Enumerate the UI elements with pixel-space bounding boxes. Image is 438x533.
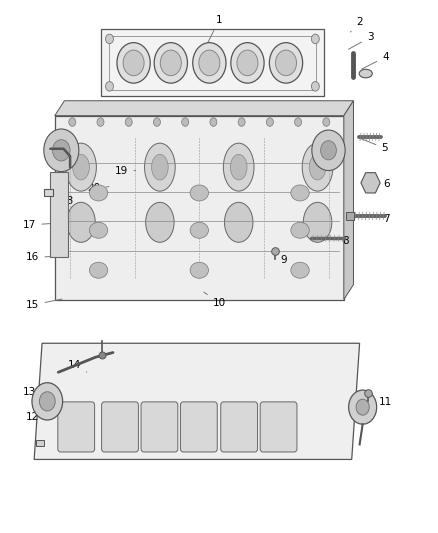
Circle shape [117,43,150,83]
Circle shape [44,129,79,172]
Circle shape [123,50,144,76]
Text: 20: 20 [88,183,109,192]
Text: 6: 6 [364,179,390,189]
Circle shape [238,118,245,126]
Text: 12: 12 [26,412,49,422]
Circle shape [237,50,258,76]
Circle shape [349,390,377,424]
FancyBboxPatch shape [102,402,138,452]
Ellipse shape [190,262,208,278]
Ellipse shape [291,222,309,238]
Text: 18: 18 [61,197,81,206]
Circle shape [53,140,70,161]
Ellipse shape [89,185,108,201]
Text: 17: 17 [23,220,60,230]
Ellipse shape [89,262,108,278]
Ellipse shape [152,155,168,180]
Ellipse shape [230,155,247,180]
Ellipse shape [302,143,333,191]
Bar [44,189,53,196]
Circle shape [276,50,297,76]
Polygon shape [101,29,324,96]
Text: 19: 19 [115,166,136,175]
Text: 3: 3 [349,33,374,49]
Circle shape [193,43,226,83]
Circle shape [154,43,187,83]
Bar [36,440,44,446]
Ellipse shape [190,185,208,201]
Text: 15: 15 [26,299,62,310]
Circle shape [160,50,181,76]
Circle shape [295,118,302,126]
Polygon shape [55,101,353,116]
Circle shape [125,118,132,126]
Ellipse shape [66,143,96,191]
FancyBboxPatch shape [180,402,217,452]
Ellipse shape [190,222,208,238]
Text: 7: 7 [362,214,390,223]
Circle shape [269,43,303,83]
Ellipse shape [73,155,89,180]
Bar [109,36,316,90]
Circle shape [97,118,104,126]
Circle shape [321,141,336,160]
Circle shape [153,118,160,126]
Circle shape [356,399,369,415]
Text: 14: 14 [68,360,87,372]
Text: 9: 9 [274,253,287,264]
Ellipse shape [291,185,309,201]
Text: 4: 4 [362,52,389,69]
Text: 13: 13 [23,387,54,397]
Circle shape [266,118,273,126]
Polygon shape [344,101,353,300]
Ellipse shape [291,262,309,278]
Circle shape [311,34,319,44]
Circle shape [199,50,220,76]
Ellipse shape [309,155,326,180]
Text: 16: 16 [26,253,62,262]
Circle shape [182,118,189,126]
FancyBboxPatch shape [58,402,95,452]
Ellipse shape [89,222,108,238]
Ellipse shape [224,203,253,243]
FancyBboxPatch shape [55,116,344,300]
Circle shape [106,82,113,91]
FancyBboxPatch shape [260,402,297,452]
Polygon shape [34,343,360,459]
Ellipse shape [67,203,95,243]
Ellipse shape [359,69,372,78]
Ellipse shape [303,203,332,243]
Circle shape [323,118,330,126]
Ellipse shape [223,143,254,191]
Circle shape [231,43,264,83]
Ellipse shape [145,203,174,243]
Text: 2: 2 [350,18,363,32]
Circle shape [210,118,217,126]
Circle shape [106,34,113,44]
Circle shape [311,82,319,91]
Circle shape [32,383,63,420]
Circle shape [312,130,345,171]
Text: 10: 10 [204,292,226,308]
Text: 11: 11 [367,398,392,407]
Circle shape [69,118,76,126]
Text: 5: 5 [360,138,388,153]
Circle shape [39,392,55,411]
Text: 1: 1 [198,15,223,61]
FancyBboxPatch shape [141,402,178,452]
FancyBboxPatch shape [50,172,68,257]
Text: 8: 8 [328,236,350,246]
Ellipse shape [145,143,175,191]
FancyBboxPatch shape [221,402,258,452]
